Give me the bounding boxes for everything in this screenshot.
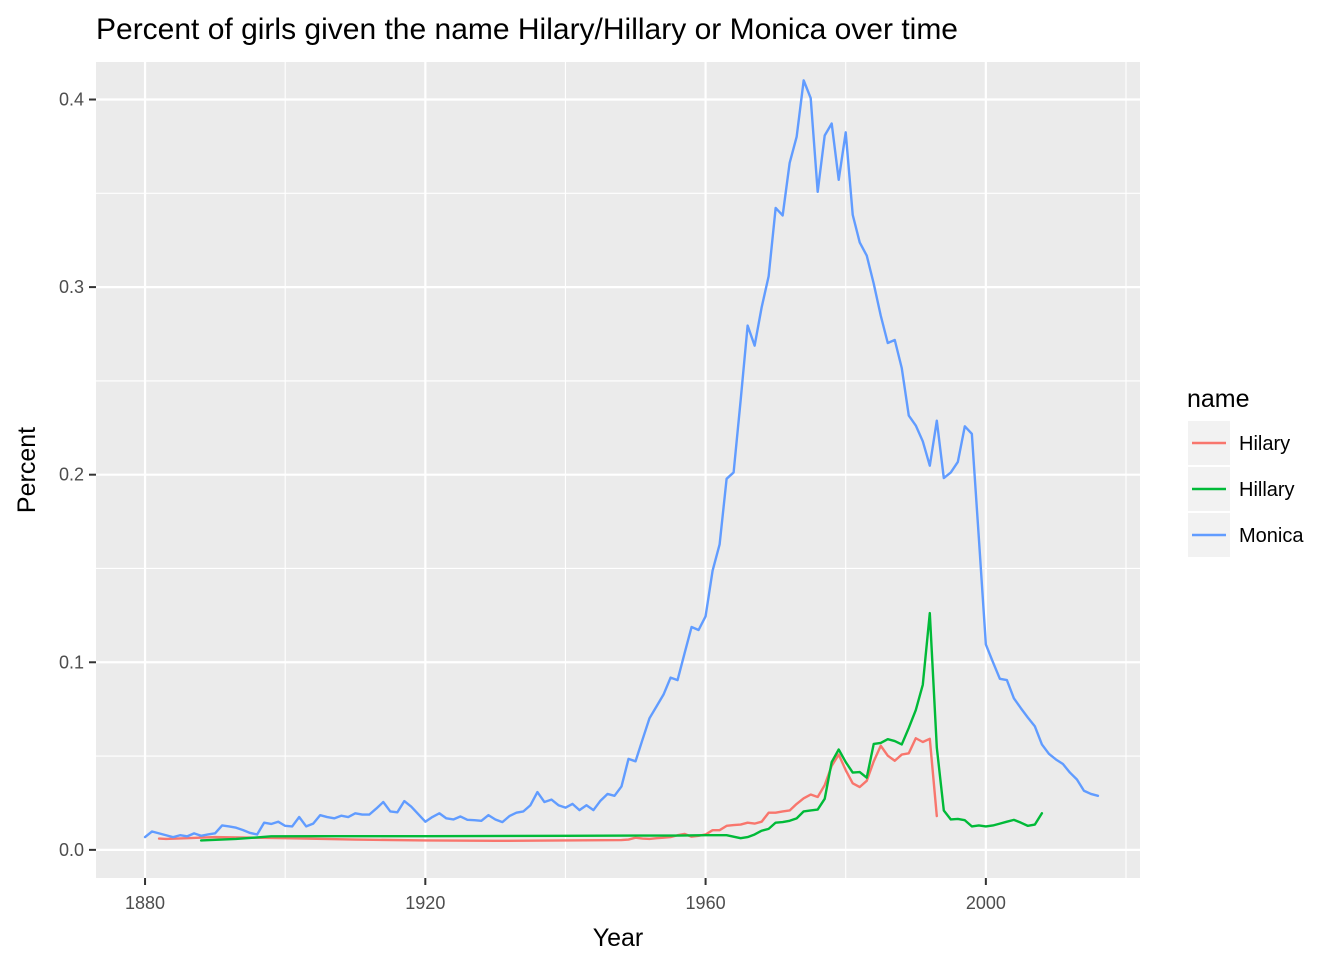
x-tick-label: 2000 <box>966 893 1006 913</box>
chart-title: Percent of girls given the name Hilary/H… <box>96 13 958 46</box>
legend-label: Hillary <box>1239 479 1295 501</box>
y-tick-label: 0.3 <box>59 277 84 297</box>
y-axis-title: Percent <box>13 427 41 513</box>
legend-label: Hilary <box>1239 433 1290 455</box>
tick-labels: 1880 1920 1960 2000 0.0 0.1 0.2 0.3 0.4 <box>59 90 1006 913</box>
y-tick-label: 0.2 <box>59 465 84 485</box>
x-tick-label: 1920 <box>405 893 445 913</box>
x-tick-label: 1960 <box>686 893 726 913</box>
x-tick-label: 1880 <box>125 893 165 913</box>
y-tick-label: 0.0 <box>59 840 84 860</box>
axis-ticks <box>89 98 987 885</box>
series-lines <box>143 79 1100 843</box>
legend-items: Hilary Hillary Monica <box>1188 421 1304 557</box>
plot-panel <box>96 62 1140 878</box>
y-tick-label: 0.1 <box>59 652 84 672</box>
series-line-hilary <box>157 737 939 843</box>
legend-label: Monica <box>1239 525 1304 547</box>
legend: name Hilary Hillary Monica <box>1187 385 1304 557</box>
major-gridlines <box>96 62 1140 878</box>
series-line-monica <box>143 79 1100 839</box>
legend-title: name <box>1187 385 1250 413</box>
minor-gridlines <box>96 62 1140 878</box>
x-axis-title: Year <box>593 924 644 952</box>
series-line-hillary <box>199 611 1044 842</box>
y-tick-label: 0.4 <box>59 90 84 110</box>
